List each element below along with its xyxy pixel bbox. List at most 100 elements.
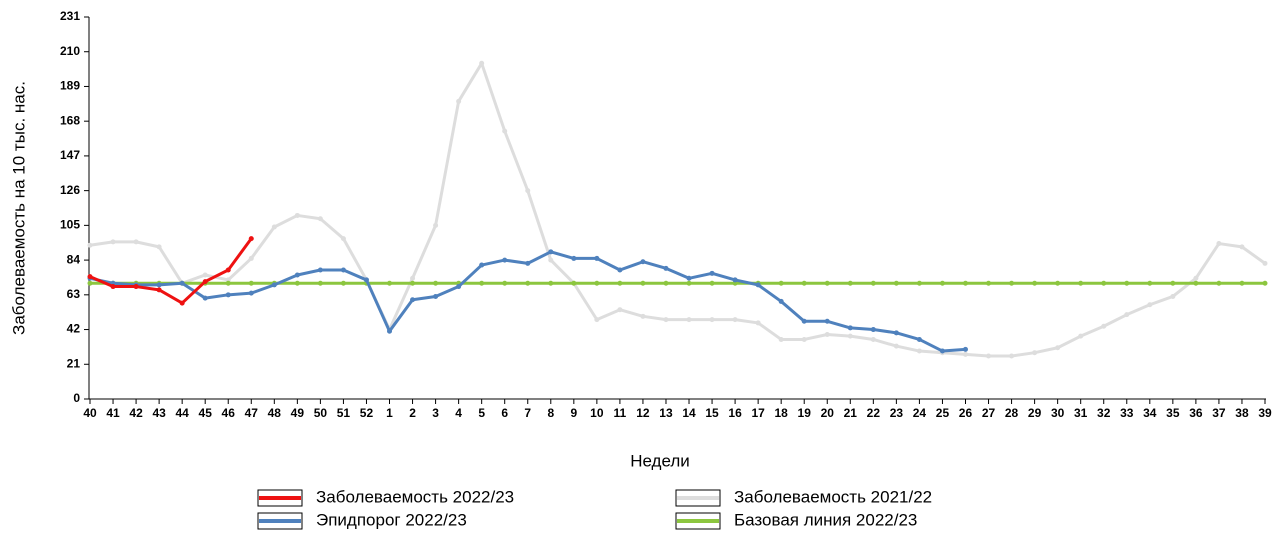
point bbox=[225, 280, 231, 286]
x-tick-label: 23 bbox=[890, 406, 904, 420]
point bbox=[110, 239, 116, 245]
x-tick-label: 29 bbox=[1028, 406, 1042, 420]
x-tick-label: 17 bbox=[751, 406, 765, 420]
point bbox=[801, 280, 807, 286]
y-tick-label: 231 bbox=[60, 9, 80, 23]
point bbox=[686, 275, 692, 281]
point bbox=[248, 255, 254, 261]
point bbox=[893, 343, 899, 349]
x-tick-label: 22 bbox=[867, 406, 881, 420]
x-tick-label: 48 bbox=[268, 406, 282, 420]
y-tick-label: 210 bbox=[60, 44, 80, 58]
point bbox=[870, 280, 876, 286]
point bbox=[87, 280, 93, 286]
point bbox=[1262, 260, 1268, 266]
x-tick-label: 27 bbox=[982, 406, 996, 420]
point bbox=[617, 307, 623, 313]
point bbox=[1032, 280, 1038, 286]
x-tick-label: 43 bbox=[152, 406, 166, 420]
point bbox=[1009, 353, 1015, 359]
point bbox=[962, 346, 968, 352]
x-tick-label: 50 bbox=[314, 406, 328, 420]
legend-label: Базовая линия 2022/23 bbox=[734, 510, 917, 529]
point bbox=[686, 317, 692, 323]
point bbox=[387, 280, 393, 286]
point bbox=[870, 336, 876, 342]
point bbox=[1193, 280, 1199, 286]
point bbox=[847, 333, 853, 339]
x-tick-label: 19 bbox=[798, 406, 812, 420]
point bbox=[824, 332, 830, 338]
point bbox=[1147, 302, 1153, 308]
y-tick-label: 189 bbox=[60, 79, 80, 93]
point bbox=[156, 244, 162, 250]
x-tick-label: 41 bbox=[106, 406, 120, 420]
x-tick-label: 26 bbox=[959, 406, 973, 420]
legend-label: Эпидпорог 2022/23 bbox=[316, 510, 467, 529]
point bbox=[156, 282, 162, 288]
point bbox=[847, 280, 853, 286]
point bbox=[133, 239, 139, 245]
point bbox=[663, 317, 669, 323]
point bbox=[1216, 241, 1222, 247]
point bbox=[778, 280, 784, 286]
point bbox=[1055, 345, 1061, 351]
x-tick-label: 36 bbox=[1189, 406, 1203, 420]
y-tick-label: 168 bbox=[60, 113, 80, 127]
point bbox=[594, 317, 600, 323]
point bbox=[916, 336, 922, 342]
point bbox=[133, 284, 139, 290]
point bbox=[1124, 312, 1130, 318]
point bbox=[317, 216, 323, 222]
point bbox=[548, 257, 554, 263]
legend-label: Заболеваемость 2021/22 bbox=[734, 487, 932, 506]
point bbox=[202, 272, 208, 278]
point bbox=[939, 348, 945, 354]
point bbox=[1124, 280, 1130, 286]
point bbox=[502, 280, 508, 286]
point bbox=[548, 280, 554, 286]
point bbox=[410, 280, 416, 286]
point bbox=[571, 255, 577, 261]
y-tick-label: 105 bbox=[60, 218, 80, 232]
point bbox=[916, 280, 922, 286]
point bbox=[1147, 280, 1153, 286]
series-line bbox=[89, 61, 1266, 358]
point bbox=[479, 262, 485, 268]
y-tick-label: 63 bbox=[67, 287, 81, 301]
point bbox=[962, 280, 968, 286]
point bbox=[271, 224, 277, 230]
x-tick-label: 49 bbox=[291, 406, 305, 420]
x-tick-label: 20 bbox=[821, 406, 835, 420]
point bbox=[986, 280, 992, 286]
point bbox=[893, 330, 899, 336]
y-tick-label: 0 bbox=[73, 391, 80, 405]
y-tick-label: 126 bbox=[60, 183, 80, 197]
point bbox=[479, 280, 485, 286]
point bbox=[732, 317, 738, 323]
x-tick-label: 15 bbox=[705, 406, 719, 420]
point bbox=[709, 317, 715, 323]
point bbox=[617, 280, 623, 286]
point bbox=[1101, 323, 1107, 329]
point bbox=[1216, 280, 1222, 286]
point bbox=[1239, 280, 1245, 286]
point bbox=[1170, 280, 1176, 286]
point bbox=[548, 249, 554, 255]
point bbox=[87, 274, 93, 280]
x-tick-label: 46 bbox=[222, 406, 236, 420]
x-tick-label: 2 bbox=[409, 406, 416, 420]
y-tick-label: 147 bbox=[60, 148, 80, 162]
x-tick-label: 21 bbox=[844, 406, 858, 420]
x-tick-label: 33 bbox=[1120, 406, 1134, 420]
point bbox=[709, 270, 715, 276]
x-tick-label: 42 bbox=[129, 406, 143, 420]
point bbox=[801, 318, 807, 324]
point bbox=[525, 280, 531, 286]
x-tick-label: 12 bbox=[636, 406, 650, 420]
x-tick-label: 45 bbox=[199, 406, 213, 420]
x-tick-label: 14 bbox=[682, 406, 696, 420]
point bbox=[433, 293, 439, 299]
y-tick-label: 42 bbox=[67, 322, 81, 336]
